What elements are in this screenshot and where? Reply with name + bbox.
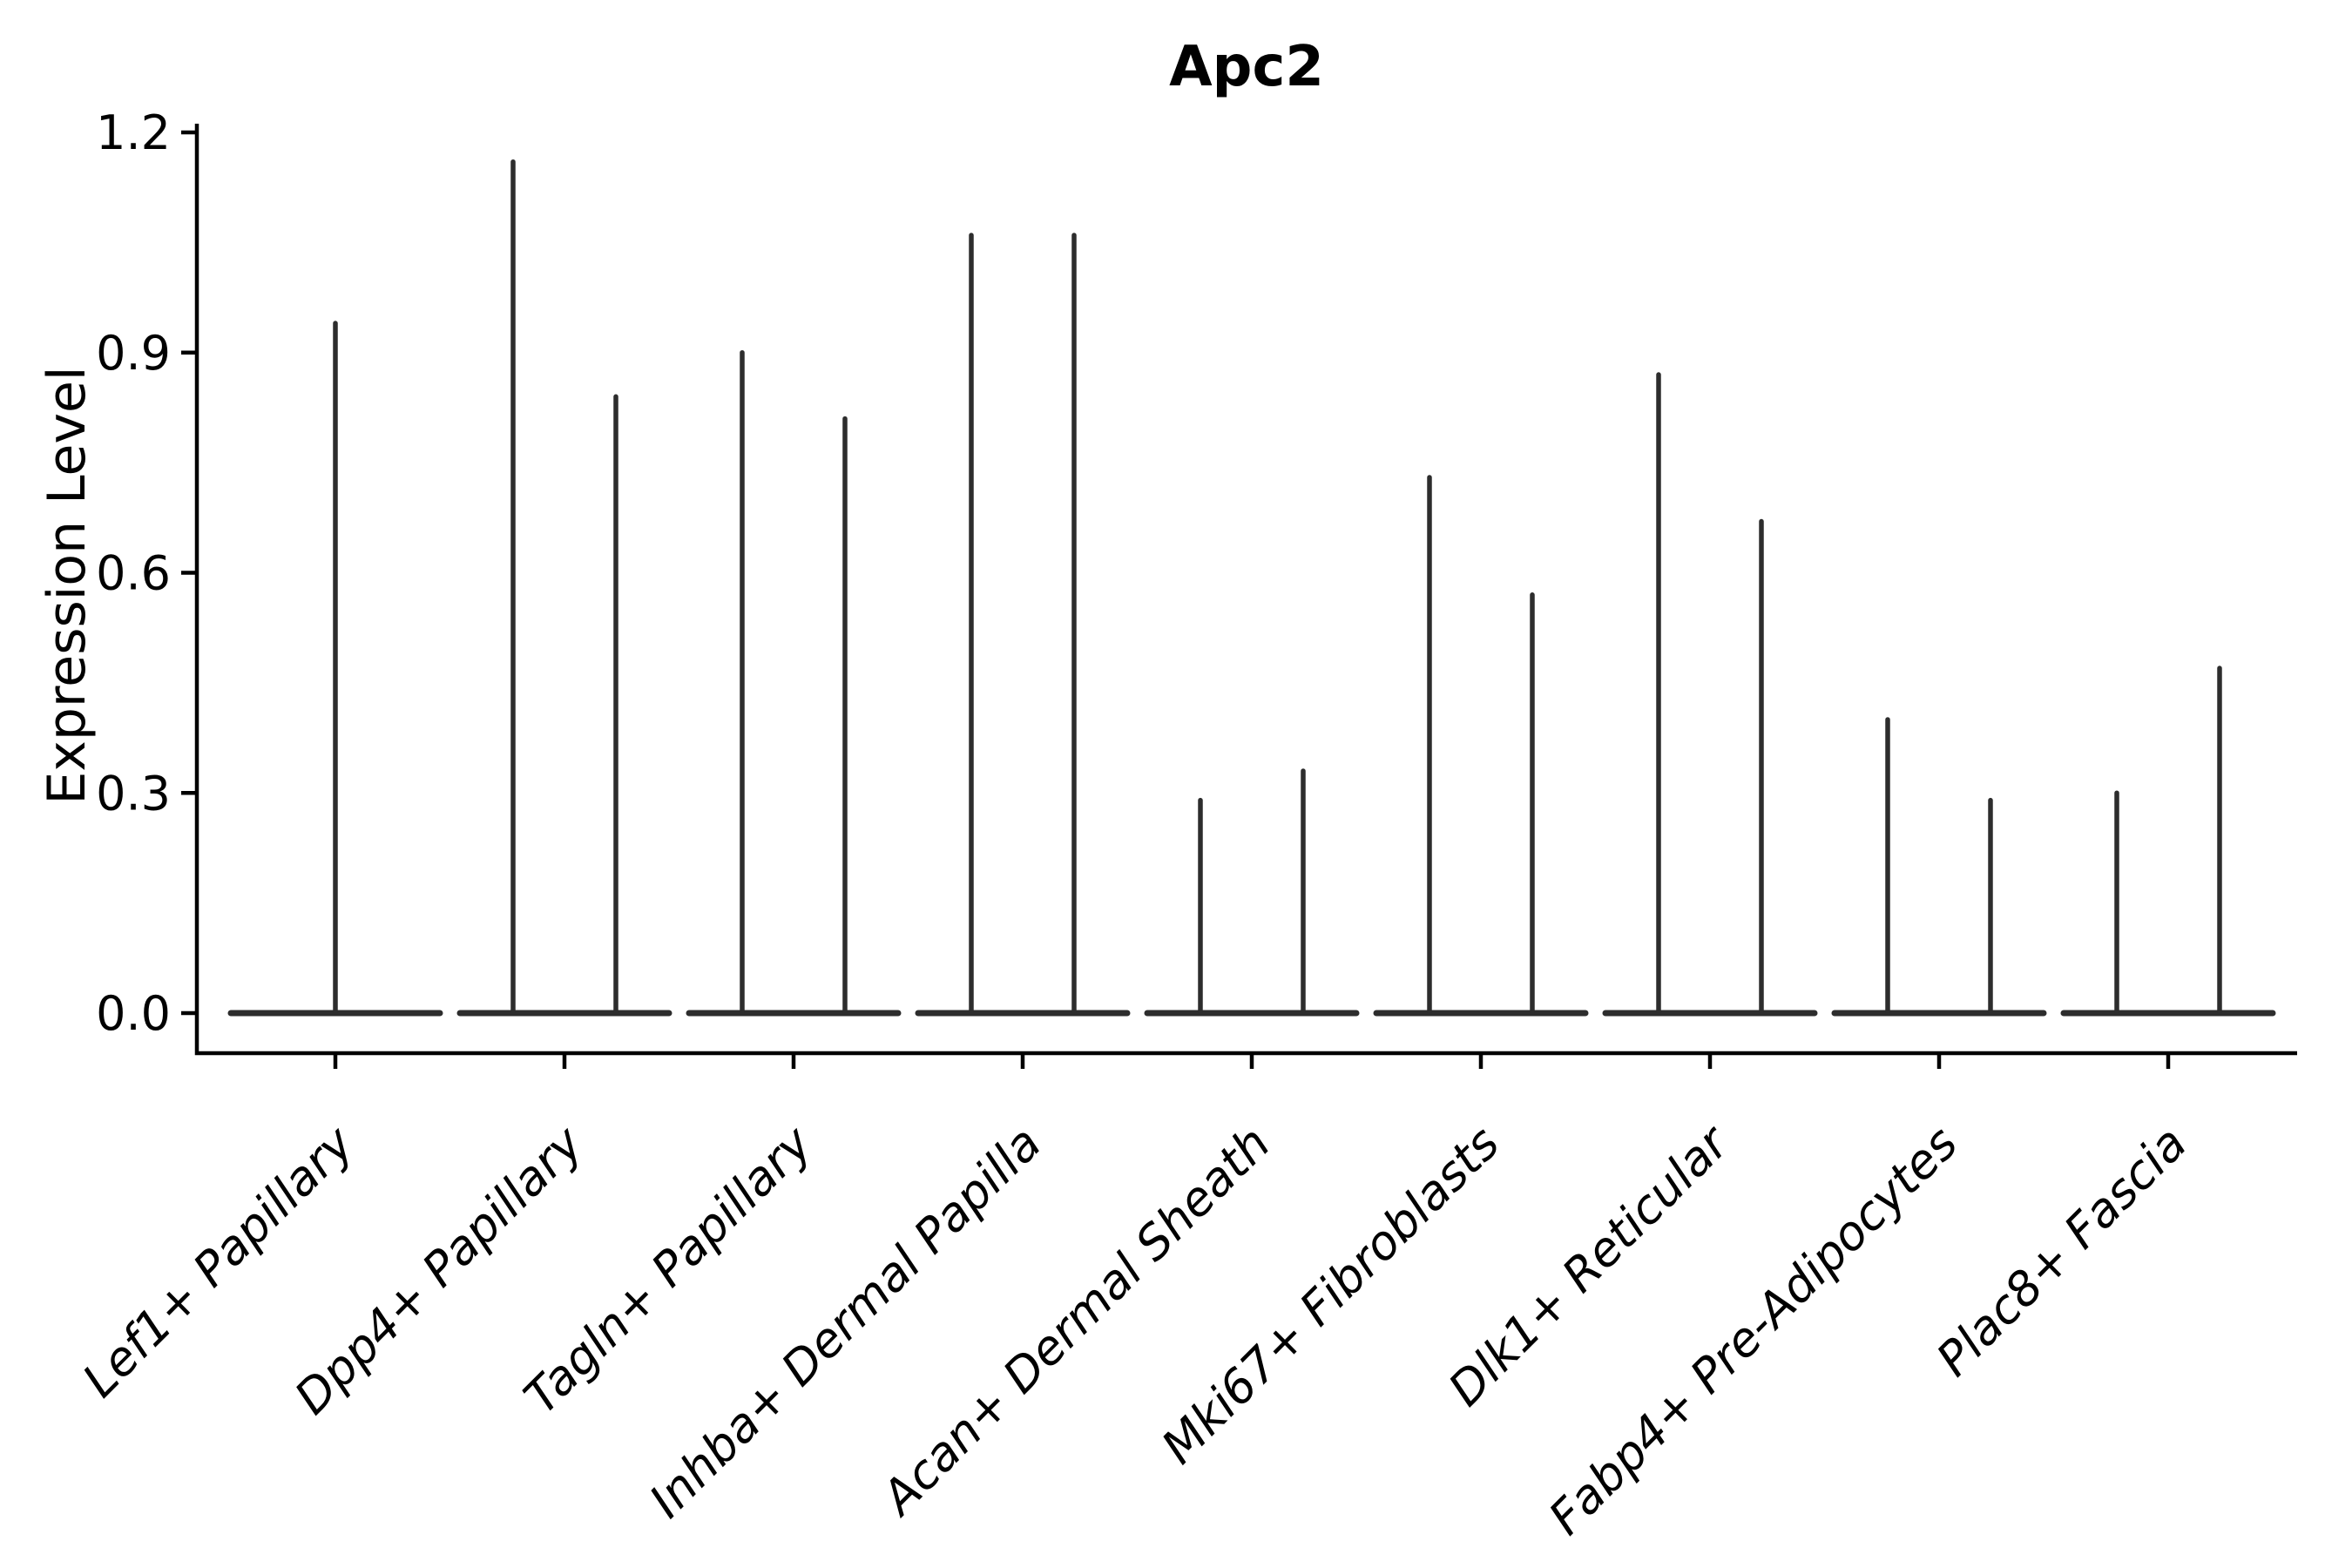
axis-spines	[194, 124, 2297, 1056]
y-axis-ticks: 0.0 0.3 0.6 0.9 1.2	[96, 105, 197, 1041]
chart-title: Apc2	[1169, 35, 1324, 99]
y-tick-label: 1.2	[96, 105, 171, 160]
y-tick-label: 0.6	[96, 546, 171, 601]
y-tick-label: 0.3	[96, 766, 171, 821]
violins-layer	[227, 159, 2276, 1017]
x-tick-label: Fabp4+ Pre-Adipocytes	[1538, 1116, 1968, 1545]
axes-layer	[194, 124, 2297, 1056]
y-axis-label: Expression Level	[37, 366, 98, 804]
x-tick-label: Inhba+ Dermal Papilla	[639, 1116, 1051, 1529]
y-tick-label: 0.0	[96, 986, 171, 1041]
x-tick-label: Acan+ Dermal Sheath	[869, 1116, 1281, 1527]
x-tick-label: Plac8+ Fascia	[1926, 1116, 2197, 1387]
y-tick-label: 0.9	[96, 326, 171, 381]
